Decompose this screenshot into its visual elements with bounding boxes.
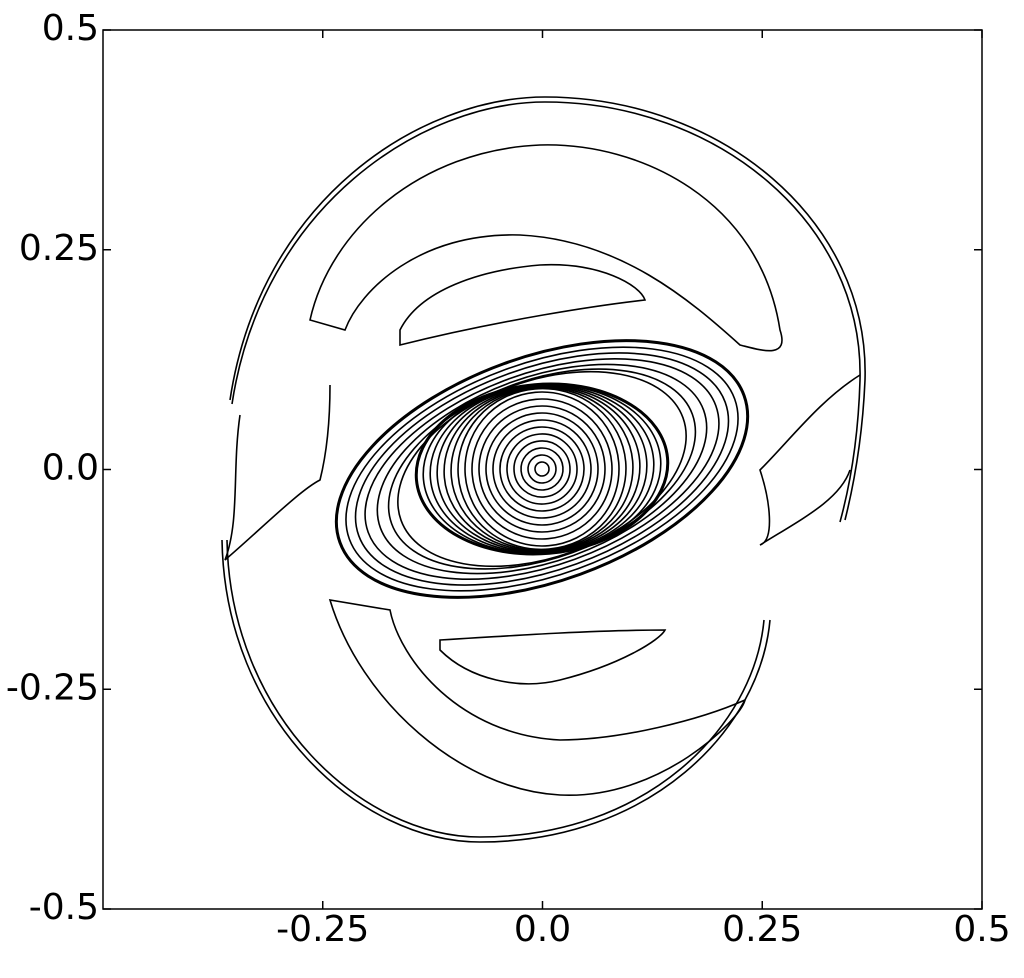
contour-line (478, 405, 606, 533)
contour-line (520, 447, 564, 491)
contour-line (439, 629, 667, 685)
contour-line (364, 358, 720, 580)
contour-line (221, 539, 771, 843)
y-tick-label: -0.25 (6, 667, 99, 708)
contour-line (376, 363, 708, 575)
contour-line (506, 433, 578, 505)
x-tick-label: 0.25 (722, 909, 802, 950)
contour-line (231, 101, 861, 523)
contour-line (387, 368, 697, 570)
contour-line (328, 598, 747, 796)
vortex-core (414, 382, 670, 556)
contour-line (534, 461, 550, 477)
contour-line (513, 440, 571, 498)
contour-line (309, 144, 783, 352)
contour-line (397, 370, 687, 568)
contour-line (499, 426, 585, 512)
contour-line (471, 398, 613, 540)
y-tick-label: 0.0 (42, 448, 99, 489)
contour-line (224, 384, 331, 561)
plot-frame (102, 29, 983, 910)
contour-line (492, 419, 592, 519)
x-tick-label: 0.5 (953, 909, 1010, 950)
contour-lines (221, 96, 866, 843)
contour-line (229, 96, 866, 521)
contour-line (345, 346, 739, 592)
contour-line (354, 352, 730, 586)
contour-line (450, 387, 634, 551)
contour-line (399, 263, 647, 347)
y-tick-label: -0.5 (29, 887, 99, 928)
contour-line (759, 374, 861, 546)
contour-line (226, 539, 765, 838)
contour-line (414, 382, 670, 556)
contour-line (527, 454, 557, 484)
contour-line (464, 391, 620, 547)
y-tick-label: 0.25 (19, 228, 99, 269)
contour-line (485, 412, 599, 526)
y-tick-label: 0.5 (42, 8, 99, 49)
contour-line (429, 384, 655, 554)
x-tick-label: -0.25 (276, 909, 369, 950)
x-tick-label: 0.0 (514, 909, 571, 950)
contour-line (334, 339, 750, 599)
